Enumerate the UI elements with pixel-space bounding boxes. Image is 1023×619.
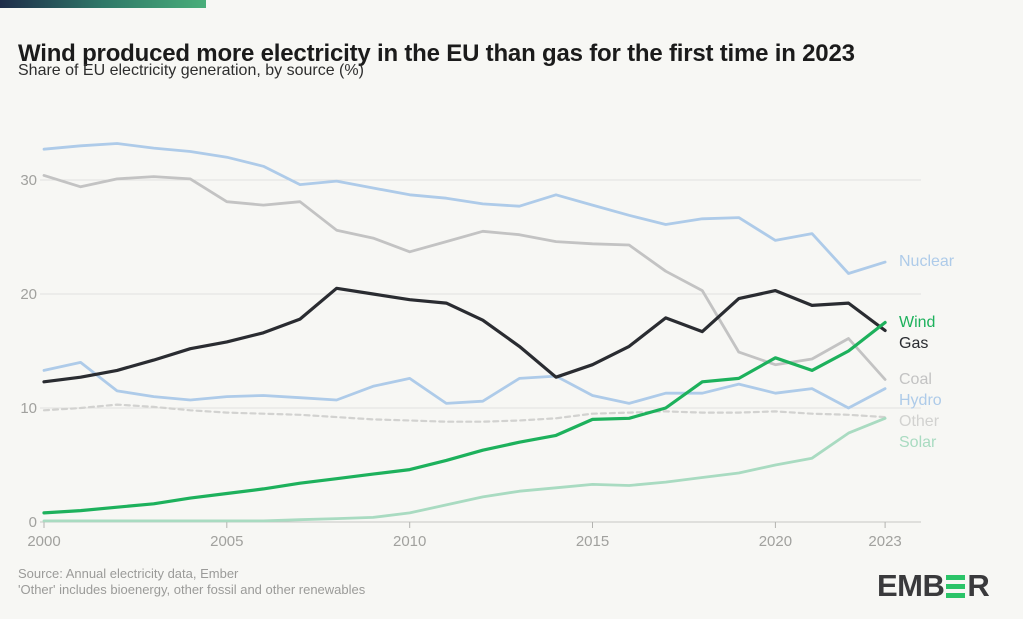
accent-bar (0, 0, 206, 8)
line-hydro (42, 360, 887, 410)
svg-text:20: 20 (20, 286, 37, 303)
logo-text-right: R (967, 568, 990, 603)
line-nuclear (42, 142, 887, 275)
line-gas (42, 286, 887, 384)
source-note: Source: Annual electricity data, Ember '… (18, 566, 365, 598)
svg-text:2010: 2010 (393, 533, 426, 550)
svg-text:2023: 2023 (868, 533, 901, 550)
svg-text:0: 0 (29, 514, 37, 531)
chart-title: Wind produced more electricity in the EU… (18, 40, 855, 68)
svg-text:2005: 2005 (210, 533, 243, 550)
svg-text:2000: 2000 (27, 533, 60, 550)
line-wind (42, 320, 887, 515)
svg-text:10: 10 (20, 400, 37, 417)
source-line-2: 'Other' includes bioenergy, other fossil… (18, 582, 366, 597)
chart-subtitle: Share of EU electricity generation, by s… (18, 62, 364, 79)
svg-text:2020: 2020 (759, 533, 792, 550)
line-other (42, 403, 887, 423)
source-line-1: Source: Annual electricity data, Ember (18, 566, 239, 581)
line-coal (42, 173, 887, 381)
ember-logo: EMB R (877, 568, 990, 603)
line-solar (42, 416, 887, 523)
logo-bars-icon (946, 574, 966, 598)
svg-text:2015: 2015 (576, 533, 609, 550)
logo-text-left: EMB (877, 568, 945, 603)
svg-text:30: 30 (20, 172, 37, 189)
